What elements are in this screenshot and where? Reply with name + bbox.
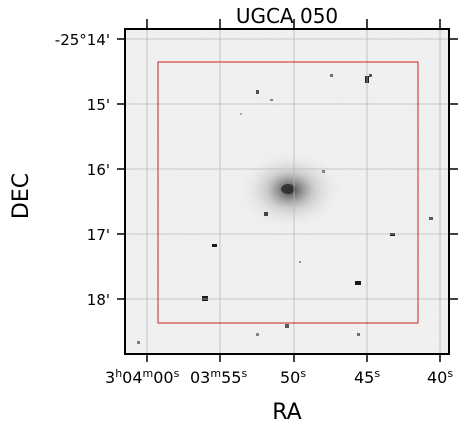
x-tick-label-40s: 40s [427, 367, 453, 387]
y-tick-label: 15' [87, 96, 110, 114]
x-tick-label-03m55s: 03m55s [190, 367, 247, 387]
star [330, 74, 333, 77]
star [137, 341, 140, 344]
star [285, 324, 289, 328]
star [299, 261, 301, 263]
region-overlay-rectangle [157, 61, 419, 324]
y-tick-labels: -25°14' 15' 16' 17' 18' [55, 31, 110, 309]
star [357, 333, 360, 336]
star [322, 170, 325, 173]
star [240, 113, 242, 115]
x-tick-label-50s: 50s [280, 367, 306, 387]
galaxy-core [281, 184, 295, 194]
sky-image [125, 29, 449, 354]
star [256, 333, 259, 336]
x-tick-labels: 3h04m00s 03m55s 50s 45s 40s [105, 367, 453, 387]
star [202, 296, 208, 301]
star [369, 74, 372, 77]
plot-title: UGCA 050 [236, 4, 338, 28]
x-tick-label-3h04m00s: 3h04m00s [105, 367, 180, 387]
y-axis-label: DEC [9, 173, 34, 219]
x-axis-label: RA [272, 400, 301, 425]
star [270, 99, 273, 101]
y-tick-label: 18' [87, 291, 110, 309]
axis-ticks [117, 19, 458, 362]
star [390, 233, 395, 236]
y-tick-label: 16' [87, 161, 110, 179]
star [256, 90, 259, 94]
y-tick-label: 17' [87, 226, 110, 244]
axes-frame [124, 28, 450, 355]
coordinate-grid [125, 29, 449, 354]
star [212, 244, 217, 247]
star [429, 217, 433, 220]
x-tick-label-45s: 45s [354, 367, 380, 387]
star [264, 212, 268, 216]
star [355, 281, 361, 285]
y-tick-label: -25°14' [55, 31, 110, 49]
